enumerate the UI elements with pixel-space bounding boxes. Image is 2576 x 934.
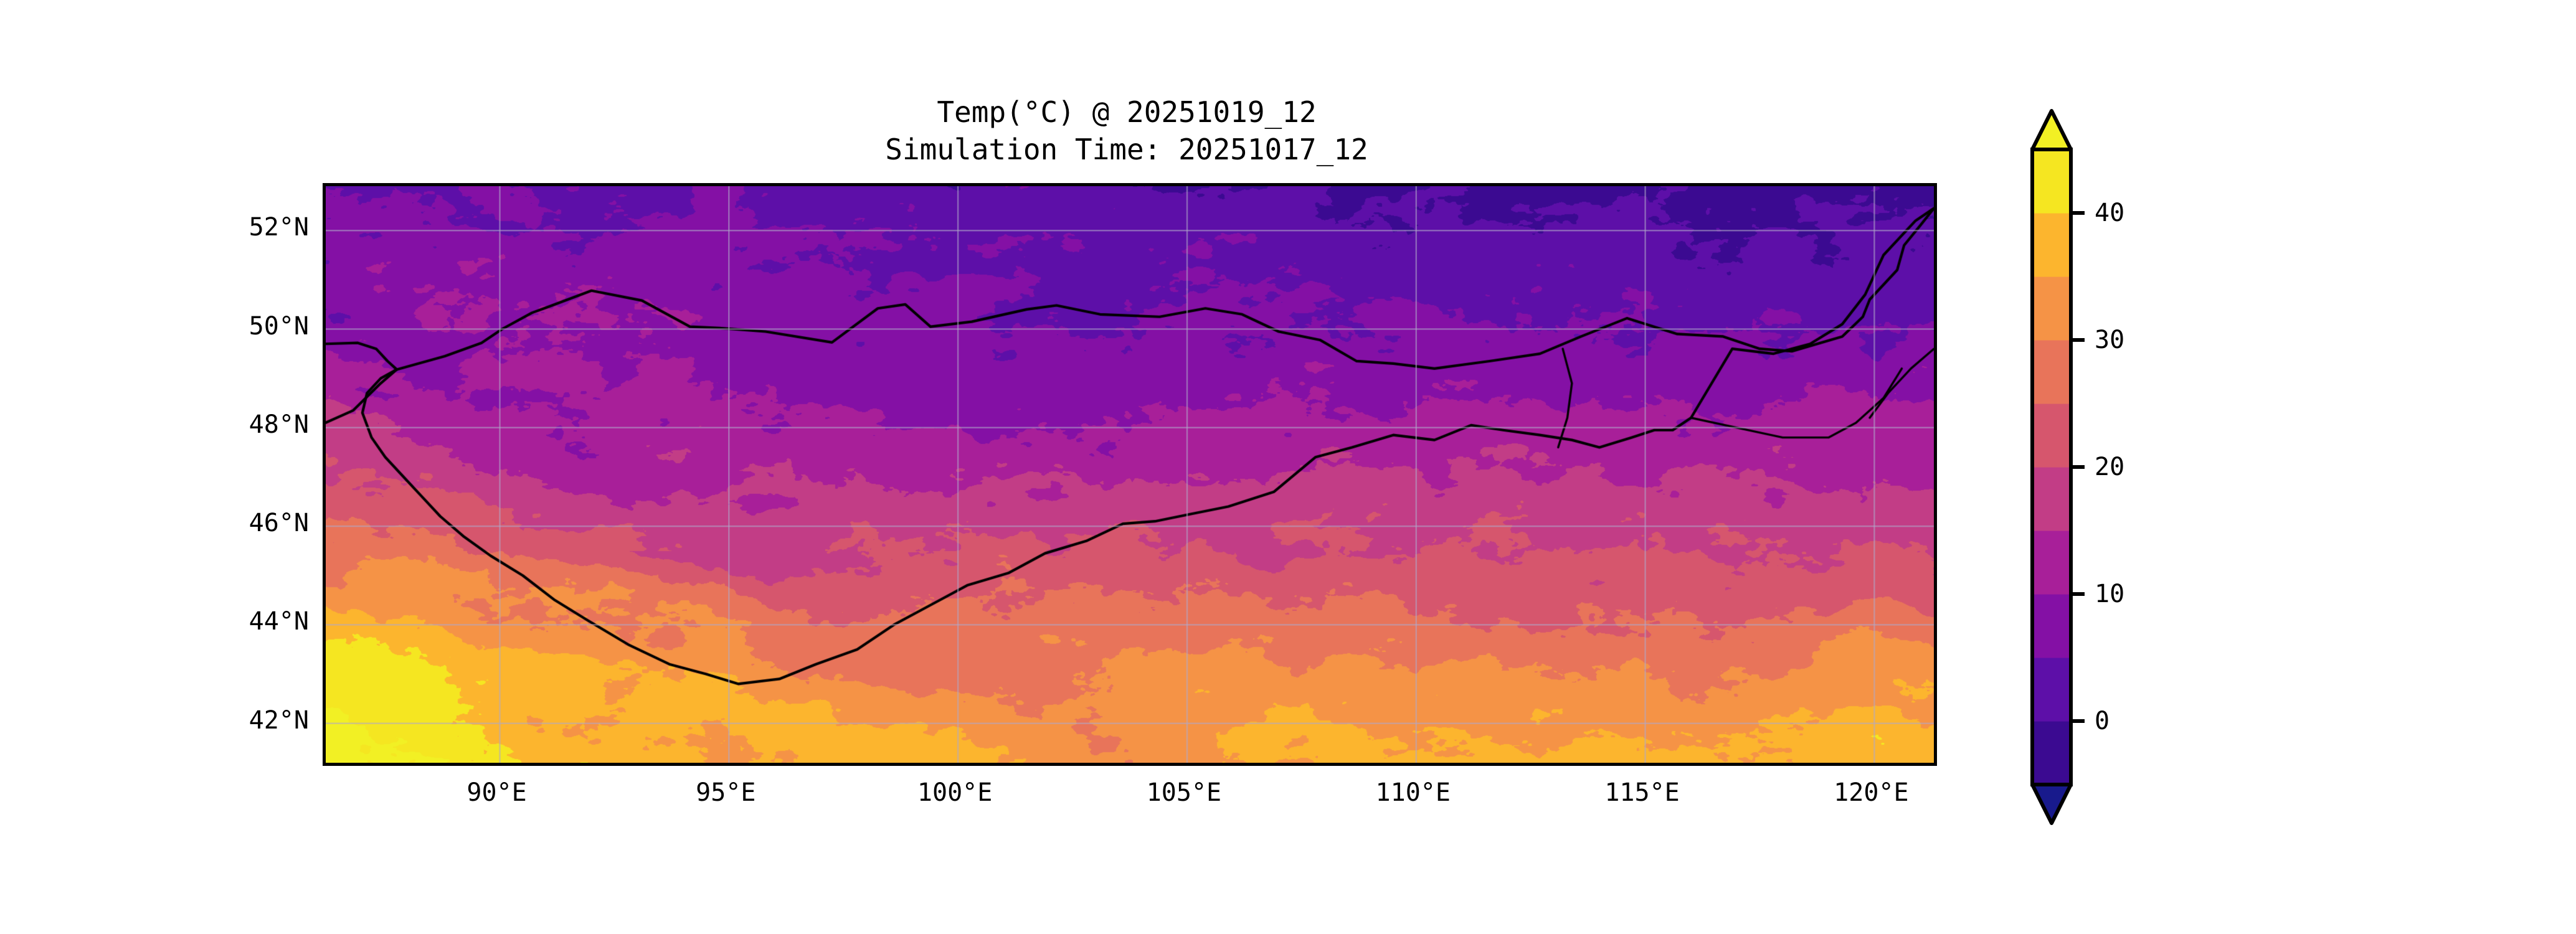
title-line-2: Simulation Time: 20251017_12 (885, 133, 1368, 166)
title-line-1: Temp(°C) @ 20251019_12 (937, 95, 1317, 129)
colorbar-tick-label: 40 (2095, 199, 2125, 227)
x-tick-label: 90°E (466, 778, 527, 807)
colorbar-tick-label: 30 (2095, 326, 2125, 354)
map-plot-area[interactable] (323, 183, 1937, 766)
colorbar-tick-label: 0 (2095, 707, 2110, 735)
colorbar[interactable]: 0 10 20 30 40 (2027, 100, 2152, 847)
colorbar-gradient (2030, 109, 2085, 825)
y-tick-label: 50°N (249, 311, 309, 341)
y-tick-label: 48°N (249, 410, 309, 439)
x-tick-label: 100°E (917, 778, 993, 807)
temperature-contour-field (326, 186, 1934, 763)
y-tick-label: 44°N (249, 607, 309, 636)
page-title: Temp(°C) @ 20251019_12 Simulation Time: … (323, 93, 1931, 168)
x-tick-label: 115°E (1604, 778, 1680, 807)
x-tick-label: 105°E (1146, 778, 1222, 807)
x-tick-label: 110°E (1375, 778, 1451, 807)
x-tick-label: 95°E (696, 778, 756, 807)
colorbar-tick-label: 20 (2095, 453, 2125, 481)
colorbar-tick-label: 10 (2095, 580, 2125, 608)
y-tick-label: 52°N (249, 213, 309, 242)
x-tick-label: 120°E (1834, 778, 1909, 807)
y-tick-label: 46°N (249, 509, 309, 538)
y-tick-label: 42°N (249, 705, 309, 735)
